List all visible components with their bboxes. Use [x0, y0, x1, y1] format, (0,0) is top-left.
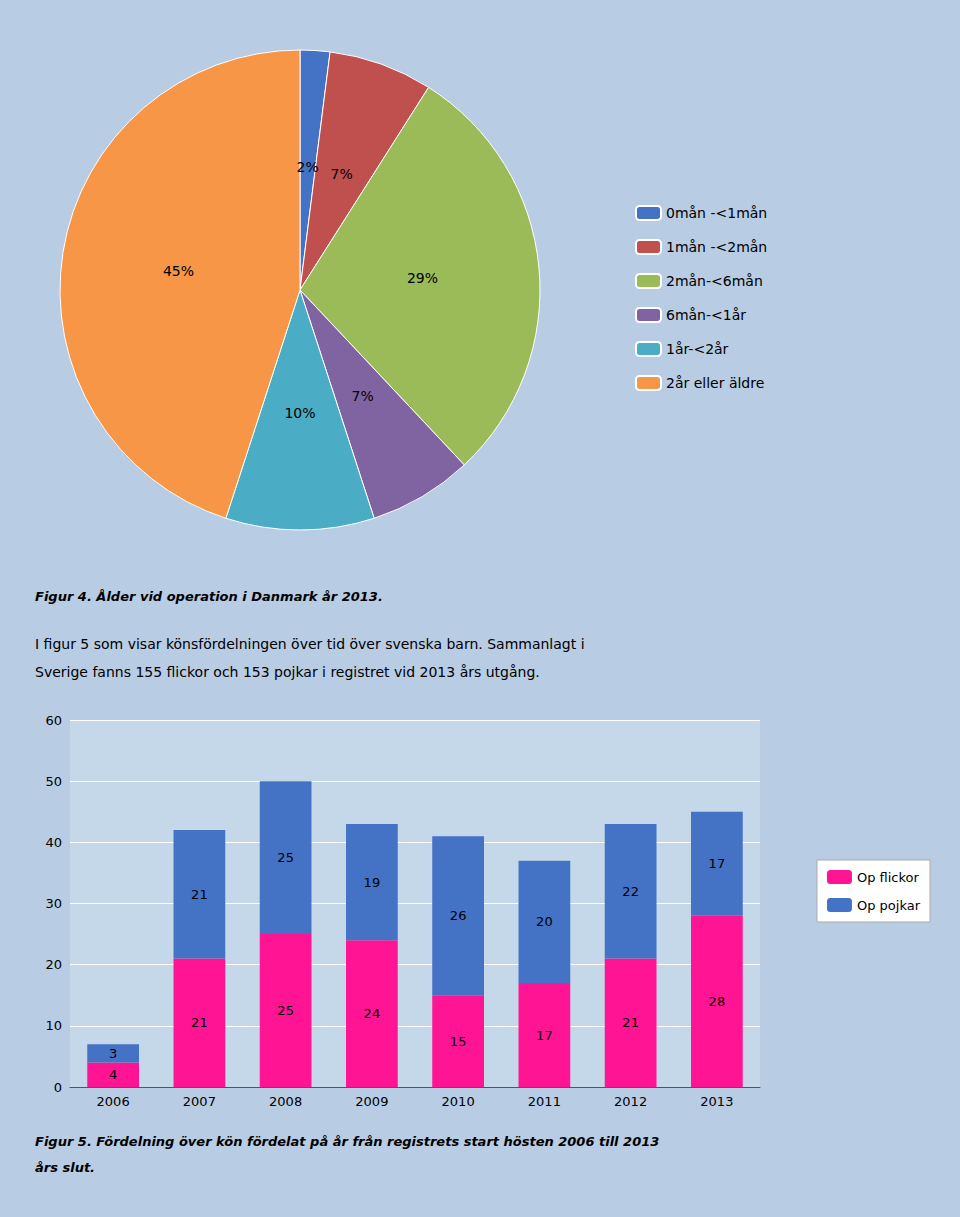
svg-text:19: 19 [364, 875, 381, 890]
svg-text:Figur 5. Fördelning över kön f: Figur 5. Fördelning över kön fördelat på… [35, 1134, 659, 1149]
svg-text:17: 17 [709, 856, 726, 871]
svg-text:21: 21 [622, 1015, 639, 1030]
svg-text:15: 15 [450, 1034, 467, 1049]
svg-text:4: 4 [109, 1067, 117, 1082]
svg-text:7%: 7% [352, 388, 374, 404]
svg-text:25: 25 [277, 1003, 294, 1018]
svg-text:Sverige fanns 155 flickor och: Sverige fanns 155 flickor och 153 pojkar… [35, 664, 540, 680]
svg-text:3: 3 [109, 1046, 117, 1061]
svg-text:28: 28 [709, 994, 726, 1009]
svg-text:29%: 29% [407, 270, 438, 286]
svg-text:30: 30 [45, 896, 62, 911]
svg-text:10: 10 [45, 1018, 62, 1033]
svg-text:0: 0 [54, 1080, 62, 1095]
svg-text:2009: 2009 [355, 1094, 388, 1109]
svg-text:Op pojkar: Op pojkar [857, 898, 921, 913]
svg-text:24: 24 [364, 1006, 381, 1021]
svg-text:22: 22 [622, 884, 639, 899]
svg-text:26: 26 [450, 908, 467, 923]
svg-text:års slut.: års slut. [35, 1160, 95, 1175]
svg-text:2007: 2007 [183, 1094, 216, 1109]
svg-text:20: 20 [45, 957, 62, 972]
svg-text:17: 17 [536, 1028, 553, 1043]
svg-text:2010: 2010 [442, 1094, 475, 1109]
svg-text:40: 40 [45, 835, 62, 850]
svg-text:50: 50 [45, 774, 62, 789]
svg-text:7%: 7% [331, 166, 353, 182]
svg-text:25: 25 [277, 850, 294, 865]
svg-text:6mån-<1år: 6mån-<1år [666, 307, 746, 323]
svg-text:2013: 2013 [700, 1094, 733, 1109]
svg-text:I figur 5 som visar könsfördel: I figur 5 som visar könsfördelningen öve… [35, 636, 585, 652]
svg-text:2008: 2008 [269, 1094, 302, 1109]
svg-text:21: 21 [191, 1015, 208, 1030]
svg-text:2år eller äldre: 2år eller äldre [666, 375, 764, 391]
svg-text:10%: 10% [284, 405, 315, 421]
svg-text:2012: 2012 [614, 1094, 647, 1109]
svg-text:60: 60 [45, 713, 62, 728]
svg-text:Figur 4. Ålder vid operation i: Figur 4. Ålder vid operation i Danmark å… [35, 589, 383, 604]
svg-text:1mån -<2mån: 1mån -<2mån [666, 239, 767, 255]
svg-text:Op flickor: Op flickor [857, 870, 920, 885]
svg-text:2011: 2011 [528, 1094, 561, 1109]
svg-text:2006: 2006 [97, 1094, 130, 1109]
svg-text:1år-<2år: 1år-<2år [666, 341, 729, 357]
svg-text:2%: 2% [297, 159, 319, 175]
svg-text:21: 21 [191, 887, 208, 902]
svg-text:0mån -<1mån: 0mån -<1mån [666, 205, 767, 221]
svg-text:20: 20 [536, 914, 553, 929]
svg-text:45%: 45% [163, 263, 194, 279]
svg-text:2mån-<6mån: 2mån-<6mån [666, 273, 763, 289]
